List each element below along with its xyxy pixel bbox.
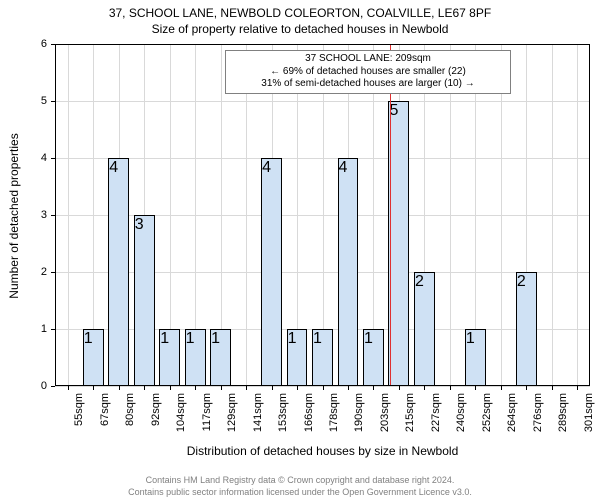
y-axis-label: Number of detached properties [7,45,21,387]
plot-border [589,44,590,386]
xtick [450,386,451,390]
xtick [526,386,527,390]
bar: 3 [134,215,155,386]
chart-title-line2: Size of property relative to detached ho… [0,22,600,36]
plot-border [55,44,590,45]
x-axis-label: Distribution of detached houses by size … [55,444,590,458]
gridline-v [552,44,553,386]
annotation-box: 37 SCHOOL LANE: 209sqm← 69% of detached … [225,50,511,94]
bar: 2 [516,272,537,386]
xtick [170,386,171,390]
ytick [51,44,55,45]
annotation-line: 37 SCHOOL LANE: 209sqm [232,53,504,66]
footer-text: Contains public sector information licen… [0,487,600,497]
ytick [51,329,55,330]
xtick [399,386,400,390]
bar: 1 [210,329,231,386]
bar: 2 [414,272,435,386]
ytick [51,215,55,216]
chart-title-line1: 37, SCHOOL LANE, NEWBOLD COLEORTON, COAL… [0,6,600,20]
footer-text: Contains HM Land Registry data © Crown c… [0,475,600,485]
xtick [144,386,145,390]
xtick [552,386,553,390]
gridline-v [68,44,69,386]
xtick [221,386,222,390]
xtick [348,386,349,390]
xtick [195,386,196,390]
xtick [475,386,476,390]
xtick [119,386,120,390]
xtick [68,386,69,390]
xtick [424,386,425,390]
gridline-v [501,44,502,386]
bar: 1 [312,329,333,386]
gridline-v [577,44,578,386]
bar: 5 [388,101,409,386]
xtick [323,386,324,390]
bar: 1 [83,329,104,386]
bar: 1 [159,329,180,386]
annotation-line: 31% of semi-detached houses are larger (… [232,78,504,91]
bar: 4 [108,158,129,386]
ytick [51,158,55,159]
xtick [373,386,374,390]
bar: 1 [185,329,206,386]
ytick [51,272,55,273]
ytick [51,386,55,387]
bar: 4 [338,158,359,386]
bar: 1 [363,329,384,386]
bar: 1 [465,329,486,386]
xtick [272,386,273,390]
plot-area: 143111411415212 [55,44,590,386]
plot-border [55,44,56,386]
bar: 4 [261,158,282,386]
annotation-line: ← 69% of detached houses are smaller (22… [232,66,504,79]
xtick [297,386,298,390]
xtick [246,386,247,390]
property-marker-line [390,44,391,386]
ytick [51,101,55,102]
xtick [577,386,578,390]
xtick [501,386,502,390]
gridline-v [450,44,451,386]
xtick [93,386,94,390]
gridline-v [246,44,247,386]
bar: 1 [287,329,308,386]
